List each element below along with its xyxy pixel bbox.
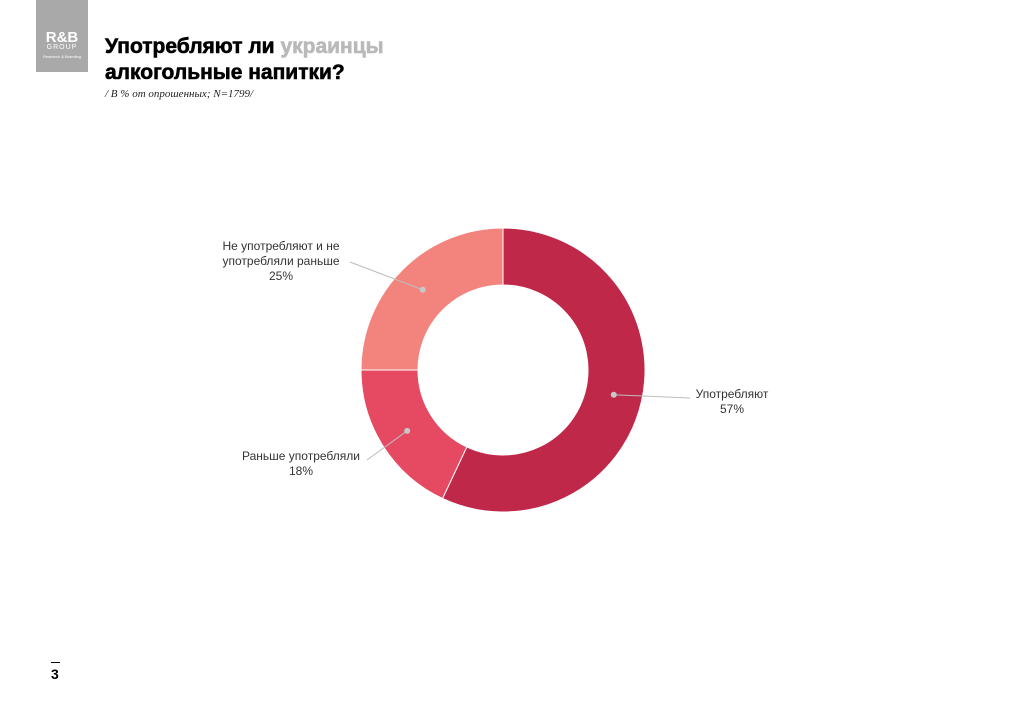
slice-value-text: 18% — [288, 464, 314, 478]
leader-line — [349, 261, 423, 291]
logo-sub-text: GROUP — [46, 44, 78, 51]
slice-label-text: Употребляют — [695, 387, 769, 401]
slice-label-consume: Употребляют 57% — [670, 387, 794, 417]
leader-lines-group — [349, 261, 691, 461]
slice-formerly — [360, 369, 468, 500]
leader-dot — [419, 286, 426, 293]
logo-tagline: Research & Branding — [42, 54, 82, 59]
leader-dot — [404, 427, 411, 434]
page-title: Употребляют ли украинцы алкогольные напи… — [105, 34, 384, 86]
slice-value-text: 57% — [719, 402, 745, 416]
leader-dot — [610, 391, 617, 398]
leader-line — [366, 430, 408, 461]
title-part1: Употребляют ли — [105, 35, 281, 59]
page-number: 3 — [51, 666, 59, 682]
slice-consume — [441, 227, 646, 513]
title-highlight: украинцы — [280, 35, 384, 59]
title-line2: алкогольные напитки? — [105, 61, 345, 85]
slice-label-text: Не употребляют и не употребляли раньше — [222, 239, 340, 268]
chart-subtitle: / В % от опрошенных; N=1799/ — [105, 88, 254, 100]
logo-main-text: R&B — [45, 29, 79, 46]
slice-label-formerly: Раньше употребляли 18% — [228, 449, 374, 479]
logo: R&B GROUP Research & Branding — [36, 0, 88, 72]
slice-label-text: Раньше употребляли — [242, 449, 360, 463]
page-number-mark — [51, 662, 60, 663]
slice-never — [360, 227, 504, 371]
slice-value-text: 25% — [268, 269, 294, 283]
slice-label-never: Не употребляют и не употребляли раньше 2… — [208, 239, 354, 284]
slices-group — [360, 227, 646, 513]
leader-line — [613, 394, 691, 399]
